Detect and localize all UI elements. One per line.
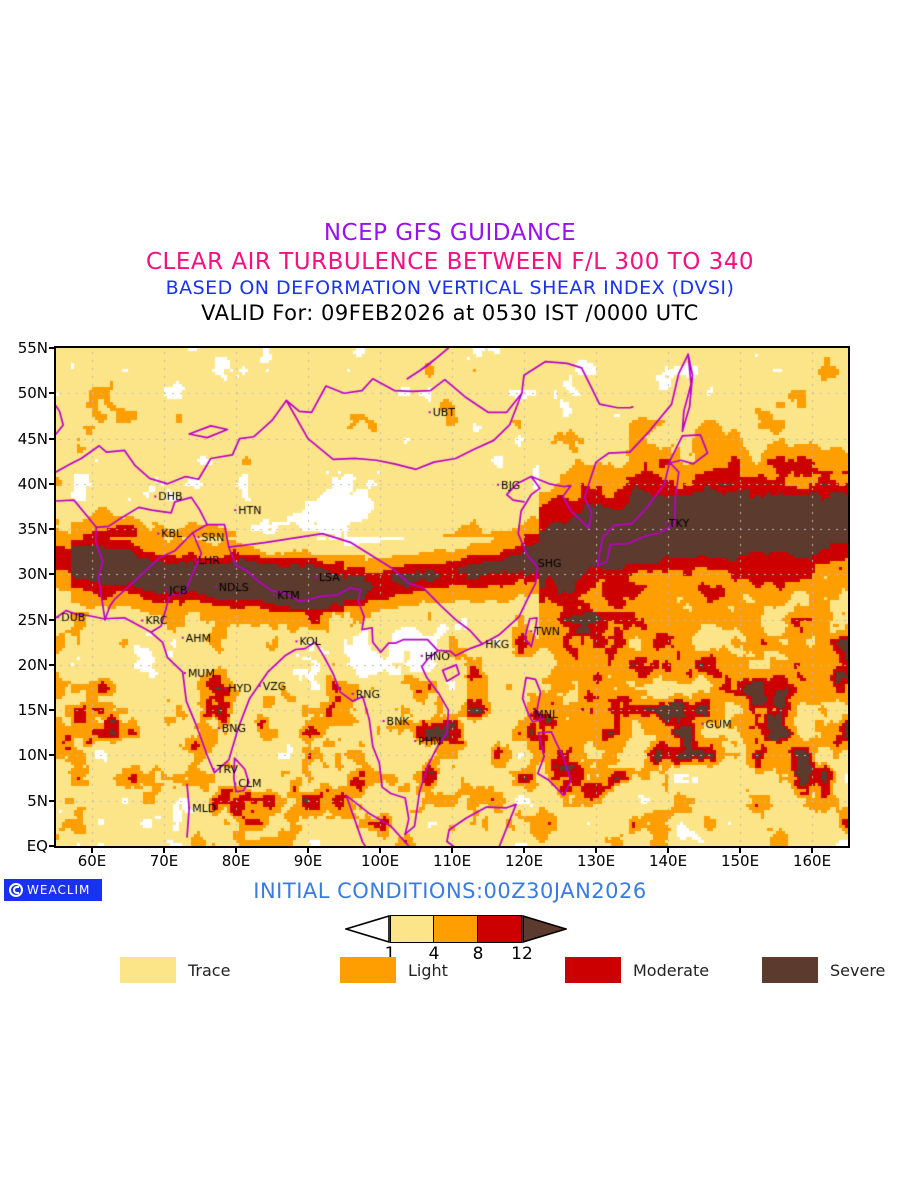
y-axis-tick bbox=[49, 482, 56, 485]
weaclim-circle-icon bbox=[9, 883, 23, 897]
map-plot-area[interactable] bbox=[54, 346, 850, 848]
cat-heatmap-canvas[interactable] bbox=[56, 348, 848, 846]
legend-swatch-light bbox=[340, 957, 396, 983]
x-axis-tick bbox=[163, 846, 165, 853]
y-axis-tick-label: 40N bbox=[17, 474, 48, 493]
y-axis-tick-label: 55N bbox=[17, 339, 48, 357]
y-axis-tick-label: 30N bbox=[17, 565, 48, 584]
category-legend: Trace Light Moderate Severe bbox=[0, 956, 900, 986]
y-axis-tick bbox=[49, 799, 56, 802]
y-axis-tick-label: 35N bbox=[17, 520, 48, 539]
y-axis-tick bbox=[49, 618, 56, 621]
colorbar-over-arrow bbox=[522, 915, 567, 943]
legend-label-light: Light bbox=[408, 960, 448, 980]
title-subtitle-cat: CLEAR AIR TURBULENCE BETWEEN F/L 300 TO … bbox=[145, 249, 755, 275]
y-axis-tick bbox=[49, 663, 56, 666]
y-axis-tick-label: 15N bbox=[17, 701, 48, 720]
colorbar-segment-2 bbox=[478, 915, 522, 943]
weaclim-brand-label: WEACLIM bbox=[27, 883, 91, 897]
y-axis-tick bbox=[49, 754, 56, 757]
chart-title-block: NCEP GFS GUIDANCE CLEAR AIR TURBULENCE B… bbox=[0, 222, 900, 324]
colorbar-tick-value: 12 bbox=[511, 944, 533, 964]
y-axis-tick-label: 20N bbox=[17, 655, 48, 674]
x-axis-tick-label: 110E bbox=[432, 852, 472, 870]
legend-label-trace: Trace bbox=[188, 960, 231, 980]
x-axis-tick bbox=[379, 846, 381, 853]
x-axis-tick bbox=[91, 846, 93, 853]
title-valid-time: VALID For: 09FEB2026 at 0530 IST /0000 U… bbox=[201, 301, 699, 325]
x-axis-tick bbox=[307, 846, 309, 853]
x-axis-tick-label: 130E bbox=[576, 852, 616, 870]
x-axis-tick-label: 160E bbox=[792, 852, 832, 870]
y-axis-tick-label: EQ bbox=[26, 837, 48, 855]
legend-entry-trace: Trace bbox=[120, 956, 230, 984]
y-axis-tick bbox=[49, 845, 56, 847]
colorbar-segment-0 bbox=[390, 915, 434, 943]
y-axis-tick-label: 10N bbox=[17, 746, 48, 765]
x-axis-tick-label: 100E bbox=[360, 852, 400, 870]
y-axis-tick bbox=[49, 528, 56, 531]
colorbar-tick-value: 1 bbox=[384, 944, 396, 964]
y-axis-tick bbox=[49, 437, 56, 440]
y-axis-tick-label: 50N bbox=[17, 384, 48, 403]
y-axis-tick-label: 5N bbox=[27, 791, 48, 810]
legend-entry-moderate: Moderate bbox=[565, 956, 709, 984]
colorbar-tick-value: 4 bbox=[428, 944, 440, 964]
legend-label-moderate: Moderate bbox=[633, 960, 710, 980]
legend-entry-light: Light bbox=[340, 956, 448, 984]
y-axis-tick bbox=[49, 573, 56, 576]
y-axis-tick-label: 45N bbox=[17, 429, 48, 448]
x-axis-tick-label: 150E bbox=[720, 852, 760, 870]
x-axis-tick-label: 120E bbox=[504, 852, 544, 870]
x-axis-tick bbox=[451, 846, 453, 853]
x-axis-tick-label: 140E bbox=[648, 852, 688, 870]
x-axis-tick bbox=[811, 846, 813, 853]
title-subtitle-dvsi: BASED ON DEFORMATION VERTICAL SHEAR INDE… bbox=[165, 277, 735, 299]
x-axis-tick bbox=[523, 846, 525, 853]
colorbar-segment-1 bbox=[434, 915, 478, 943]
legend-swatch-severe bbox=[762, 957, 818, 983]
y-axis-tick bbox=[49, 392, 56, 395]
y-axis-tick bbox=[49, 709, 56, 712]
legend-swatch-moderate bbox=[565, 957, 621, 983]
colorbar: 1 4 8 12 bbox=[345, 915, 575, 965]
colorbar-tick-value: 8 bbox=[472, 944, 484, 964]
y-axis-tick-label: 25N bbox=[17, 610, 48, 629]
legend-label-severe: Severe bbox=[830, 960, 886, 980]
x-axis-tick bbox=[235, 846, 237, 853]
legend-swatch-trace bbox=[120, 957, 176, 983]
weaclim-logo-badge: WEACLIM bbox=[4, 879, 102, 901]
x-axis-tick bbox=[595, 846, 597, 853]
page-title: NCEP GFS GUIDANCE bbox=[323, 220, 577, 246]
x-axis-tick-label: 60E bbox=[77, 852, 107, 870]
x-axis-tick bbox=[667, 846, 669, 853]
initial-conditions-label: INITIAL CONDITIONS:00Z30JAN2026 bbox=[253, 879, 647, 903]
x-axis-tick-label: 70E bbox=[149, 852, 179, 870]
x-axis-tick-label: 90E bbox=[293, 852, 323, 870]
legend-entry-severe: Severe bbox=[762, 956, 885, 984]
colorbar-tick-labels: 1 4 8 12 bbox=[385, 944, 566, 966]
y-axis-tick bbox=[49, 347, 56, 349]
x-axis-tick-label: 80E bbox=[221, 852, 251, 870]
colorbar-under-arrow bbox=[345, 915, 390, 943]
x-axis-tick bbox=[739, 846, 741, 853]
colorbar-segments bbox=[390, 915, 522, 943]
